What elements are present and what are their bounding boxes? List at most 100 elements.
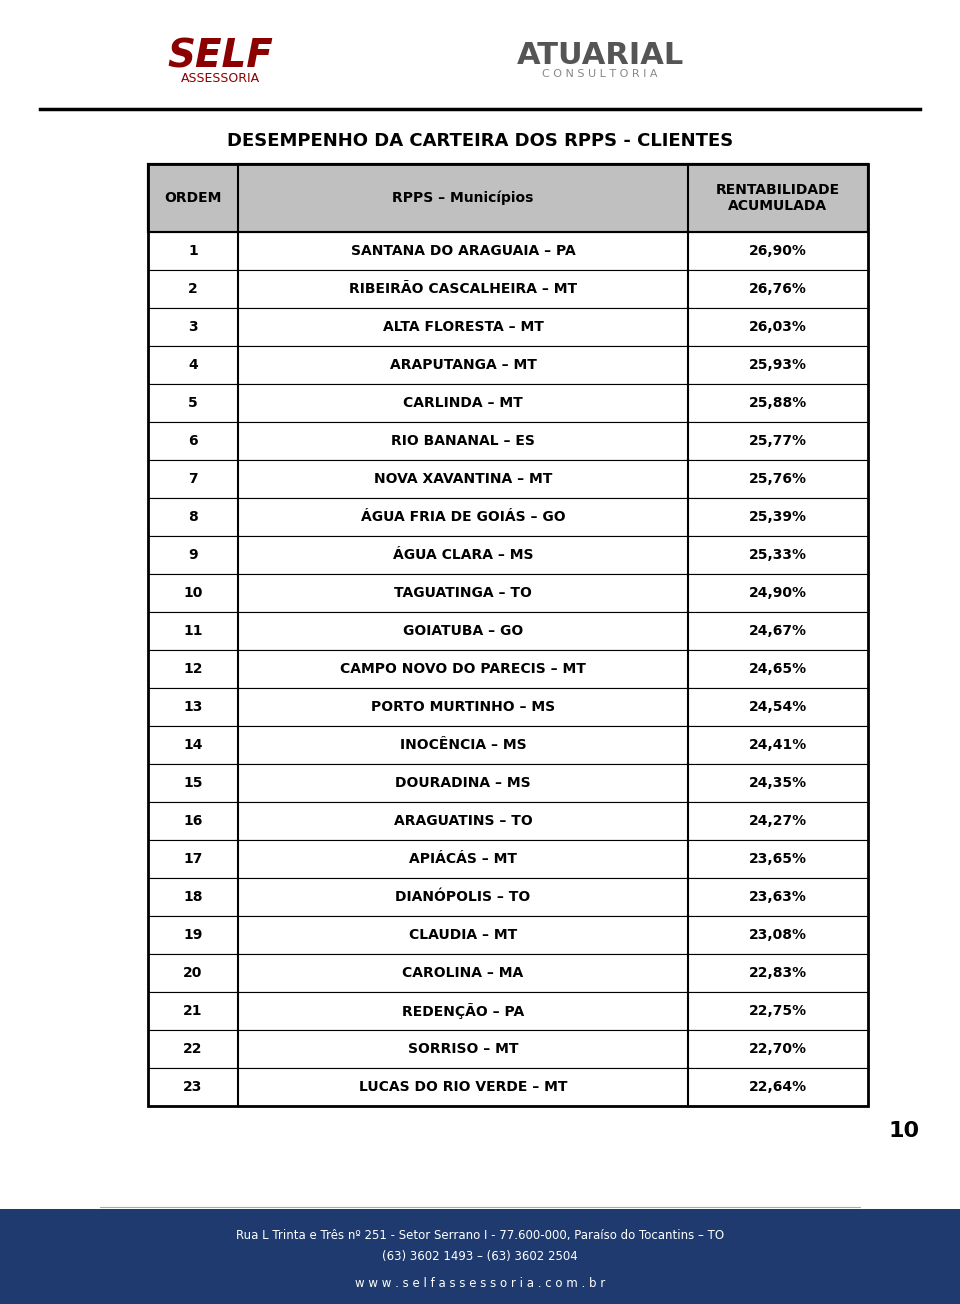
Bar	[148, 649, 868, 689]
Text: 24,35%: 24,35%	[749, 776, 807, 790]
Bar	[148, 383, 868, 422]
Text: 22,75%: 22,75%	[749, 1004, 807, 1018]
Text: 23,63%: 23,63%	[749, 891, 807, 904]
Text: PORTO MURTINHO – MS: PORTO MURTINHO – MS	[371, 700, 555, 715]
Text: C O N S U L T O R I A: C O N S U L T O R I A	[542, 69, 658, 80]
Text: 24,65%: 24,65%	[749, 662, 807, 675]
Text: INOCÊNCIA – MS: INOCÊNCIA – MS	[399, 738, 526, 752]
Bar	[148, 840, 868, 878]
Text: 24,41%: 24,41%	[749, 738, 807, 752]
Text: 22,64%: 22,64%	[749, 1080, 807, 1094]
Text: 23,08%: 23,08%	[749, 928, 807, 941]
Text: CLAUDIA – MT: CLAUDIA – MT	[409, 928, 517, 941]
Text: ARAPUTANGA – MT: ARAPUTANGA – MT	[390, 359, 537, 372]
Bar	[148, 726, 868, 764]
Text: RIO BANANAL – ES: RIO BANANAL – ES	[391, 434, 535, 449]
Text: 25,77%: 25,77%	[749, 434, 807, 449]
Text: 22,83%: 22,83%	[749, 966, 807, 981]
Text: RPPS – Municípios: RPPS – Municípios	[393, 190, 534, 205]
Text: 23: 23	[183, 1080, 203, 1094]
Bar	[148, 164, 868, 232]
Text: 10: 10	[889, 1121, 920, 1141]
Text: 6: 6	[188, 434, 198, 449]
Text: GOIATUBA – GO: GOIATUBA – GO	[403, 625, 523, 638]
Text: 9: 9	[188, 548, 198, 562]
Text: 25,76%: 25,76%	[749, 472, 807, 486]
Text: 25,88%: 25,88%	[749, 396, 807, 409]
Text: 1: 1	[188, 244, 198, 258]
Text: APIÁCÁS – MT: APIÁCÁS – MT	[409, 852, 517, 866]
Bar	[148, 232, 868, 270]
Text: SORRISO – MT: SORRISO – MT	[408, 1042, 518, 1056]
Bar	[148, 915, 868, 955]
Text: 25,93%: 25,93%	[749, 359, 807, 372]
Text: (63) 3602 1493 – (63) 3602 2504: (63) 3602 1493 – (63) 3602 2504	[382, 1251, 578, 1264]
Bar	[148, 422, 868, 460]
Text: TAGUATINGA – TO: TAGUATINGA – TO	[394, 585, 532, 600]
Text: ÁGUA FRIA DE GOIÁS – GO: ÁGUA FRIA DE GOIÁS – GO	[361, 510, 565, 524]
Text: 18: 18	[183, 891, 203, 904]
Text: 24,90%: 24,90%	[749, 585, 807, 600]
Text: 19: 19	[183, 928, 203, 941]
Text: 26,76%: 26,76%	[749, 282, 807, 296]
Text: ATUARIAL: ATUARIAL	[516, 42, 684, 70]
Text: 23,65%: 23,65%	[749, 852, 807, 866]
Bar	[148, 308, 868, 346]
Text: SANTANA DO ARAGUAIA – PA: SANTANA DO ARAGUAIA – PA	[350, 244, 575, 258]
Bar	[148, 498, 868, 536]
Bar	[148, 992, 868, 1030]
Text: 14: 14	[183, 738, 203, 752]
Text: DESEMPENHO DA CARTEIRA DOS RPPS - CLIENTES: DESEMPENHO DA CARTEIRA DOS RPPS - CLIENT…	[227, 132, 733, 150]
Text: 7: 7	[188, 472, 198, 486]
Text: LUCAS DO RIO VERDE – MT: LUCAS DO RIO VERDE – MT	[359, 1080, 567, 1094]
Bar	[148, 612, 868, 649]
Bar	[0, 1209, 960, 1304]
Text: 17: 17	[183, 852, 203, 866]
Text: ÁGUA CLARA – MS: ÁGUA CLARA – MS	[393, 548, 533, 562]
Text: CAMPO NOVO DO PARECIS – MT: CAMPO NOVO DO PARECIS – MT	[340, 662, 586, 675]
Bar	[148, 689, 868, 726]
Text: ASSESSORIA: ASSESSORIA	[180, 73, 259, 86]
Bar	[148, 536, 868, 574]
Text: w w w . s e l f a s s e s s o r i a . c o m . b r: w w w . s e l f a s s e s s o r i a . c …	[355, 1277, 605, 1290]
Bar	[148, 878, 868, 915]
Text: 20: 20	[183, 966, 203, 981]
Bar	[148, 955, 868, 992]
Text: DOURADINA – MS: DOURADINA – MS	[396, 776, 531, 790]
Text: 22: 22	[183, 1042, 203, 1056]
Bar	[148, 346, 868, 383]
Text: 15: 15	[183, 776, 203, 790]
Bar	[148, 270, 868, 308]
Text: 5: 5	[188, 396, 198, 409]
Text: 24,67%: 24,67%	[749, 625, 807, 638]
Text: 13: 13	[183, 700, 203, 715]
Text: NOVA XAVANTINA – MT: NOVA XAVANTINA – MT	[373, 472, 552, 486]
Text: ARAGUATINS – TO: ARAGUATINS – TO	[394, 814, 533, 828]
Text: 3: 3	[188, 319, 198, 334]
Text: SELF: SELF	[167, 37, 273, 76]
Bar	[148, 802, 868, 840]
Text: 4: 4	[188, 359, 198, 372]
Text: 21: 21	[183, 1004, 203, 1018]
Bar	[148, 164, 868, 232]
Text: 11: 11	[183, 625, 203, 638]
Text: 26,03%: 26,03%	[749, 319, 807, 334]
Text: ORDEM: ORDEM	[164, 190, 222, 205]
Text: ALTA FLORESTA – MT: ALTA FLORESTA – MT	[383, 319, 543, 334]
Text: 24,27%: 24,27%	[749, 814, 807, 828]
Bar	[148, 1030, 868, 1068]
Text: RENTABILIDADE
ACUMULADA: RENTABILIDADE ACUMULADA	[716, 183, 840, 213]
Text: REDENÇÃO – PA: REDENÇÃO – PA	[402, 1003, 524, 1018]
Text: 2: 2	[188, 282, 198, 296]
Text: 25,39%: 25,39%	[749, 510, 807, 524]
Text: 25,33%: 25,33%	[749, 548, 807, 562]
Text: 16: 16	[183, 814, 203, 828]
Text: 10: 10	[183, 585, 203, 600]
Text: 22,70%: 22,70%	[749, 1042, 807, 1056]
Bar	[148, 164, 868, 1106]
Text: DIANÓPOLIS – TO: DIANÓPOLIS – TO	[396, 891, 531, 904]
Bar	[148, 574, 868, 612]
Text: Rua L Trinta e Três nº 251 - Setor Serrano I - 77.600-000, Paraíso do Tocantins : Rua L Trinta e Três nº 251 - Setor Serra…	[236, 1230, 724, 1243]
Bar	[148, 1068, 868, 1106]
Text: 8: 8	[188, 510, 198, 524]
